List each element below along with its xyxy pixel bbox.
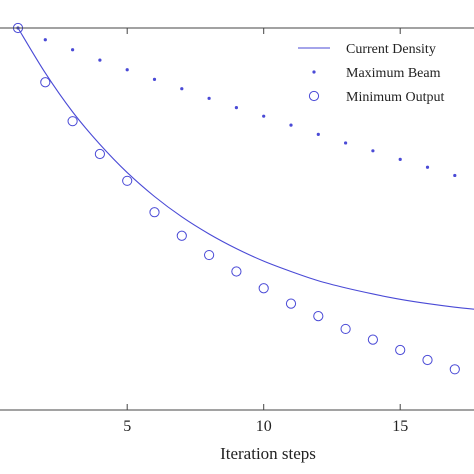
point-maximum-beam (234, 106, 238, 110)
legend: Current Density Maximum Beam Minimum Out… (298, 42, 445, 105)
point-minimum-output (285, 298, 297, 309)
point-maximum-beam (371, 149, 375, 153)
point-maximum-beam (316, 132, 320, 136)
point-minimum-output (449, 364, 460, 375)
x-tick-label: 15 (392, 418, 408, 435)
point-minimum-output (176, 230, 187, 241)
point-minimum-output (40, 77, 51, 88)
point-minimum-output (258, 283, 269, 294)
point-minimum-output (313, 310, 324, 322)
legend-label-current-density: Current Density (346, 42, 436, 57)
legend-label-maximum-beam: Maximum Beam (346, 66, 441, 81)
x-tick-label: 10 (256, 418, 272, 435)
point-minimum-output (94, 148, 106, 160)
point-maximum-beam (344, 141, 348, 145)
point-minimum-output (204, 249, 215, 261)
point-maximum-beam (43, 38, 47, 42)
x-axis-label: Iteration steps (220, 444, 316, 463)
legend-label-minimum-output: Minimum Output (346, 90, 445, 105)
point-minimum-output (340, 323, 351, 335)
legend-dot-icon (312, 70, 316, 74)
legend-circle-icon (308, 90, 320, 102)
point-minimum-output (395, 344, 406, 356)
point-maximum-beam (262, 114, 266, 118)
series-line-current-density (17, 27, 474, 310)
point-maximum-beam (180, 87, 184, 91)
axes: 5 10 15 Iteration steps (0, 27, 474, 463)
legend-entry-maximum-beam: Maximum Beam (312, 66, 441, 81)
legend-entry-minimum-output: Minimum Output (308, 90, 445, 105)
point-maximum-beam (98, 58, 102, 62)
point-maximum-beam (125, 68, 129, 72)
point-maximum-beam (289, 123, 293, 127)
x-ticks: 5 10 15 (123, 28, 408, 435)
point-minimum-output (231, 266, 242, 277)
point-minimum-output (149, 207, 160, 218)
point-maximum-beam (71, 48, 75, 52)
legend-entry-current-density: Current Density (298, 42, 436, 57)
point-minimum-output (122, 175, 133, 186)
point-maximum-beam (152, 77, 157, 82)
point-maximum-beam (453, 173, 457, 178)
point-minimum-output (422, 354, 433, 366)
plot-area (12, 22, 474, 375)
point-maximum-beam (207, 96, 211, 100)
x-tick-label: 5 (123, 418, 131, 435)
point-minimum-output (367, 334, 378, 345)
point-maximum-beam (425, 165, 430, 169)
point-maximum-beam (398, 157, 402, 161)
point-minimum-output (67, 116, 78, 127)
